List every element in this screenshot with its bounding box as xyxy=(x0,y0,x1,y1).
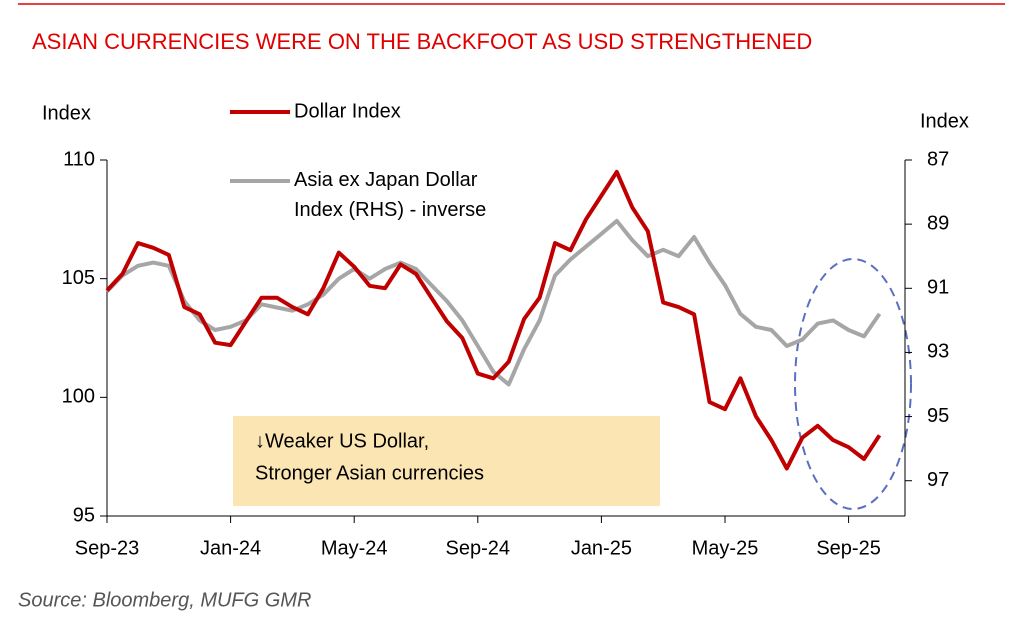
x-tick-label: Jan-25 xyxy=(571,537,632,559)
x-tick-label: May-25 xyxy=(692,537,759,559)
annotation-text: Stronger Asian currencies xyxy=(255,462,484,484)
annotation-text: ↓Weaker US Dollar, xyxy=(255,430,429,452)
annotation-box xyxy=(233,416,660,506)
y2-tick-label: 87 xyxy=(927,148,949,170)
x-tick-label: Sep-25 xyxy=(816,537,881,559)
legend-label: Dollar Index xyxy=(294,100,401,122)
y2-tick-label: 91 xyxy=(927,277,949,299)
chart-title: ASIAN CURRENCIES WERE ON THE BACKFOOT AS… xyxy=(32,29,812,54)
series-line xyxy=(105,169,882,471)
highlight-ellipse xyxy=(794,258,912,510)
legend-label: Asia ex Japan Dollar Index (RHS) - invers… xyxy=(294,169,486,221)
x-tick-label: May-24 xyxy=(321,537,388,559)
y-tick-label: 105 xyxy=(62,267,95,289)
y-tick-label: 95 xyxy=(73,504,95,526)
y-tick-label: 100 xyxy=(62,386,95,408)
y2-tick-label: 93 xyxy=(927,341,949,363)
x-tick-label: Jan-24 xyxy=(200,537,261,559)
y2-axis-label: Index xyxy=(920,110,969,132)
source-note: Source: Bloomberg, MUFG GMR xyxy=(18,589,311,611)
y-tick-label: 110 xyxy=(63,148,95,170)
series-line xyxy=(105,218,882,387)
x-tick-label: Sep-23 xyxy=(75,537,140,559)
y2-tick-label: 89 xyxy=(927,212,949,234)
x-tick-label: Sep-24 xyxy=(446,537,511,559)
y2-tick-label: 95 xyxy=(927,405,949,427)
y2-tick-label: 97 xyxy=(927,469,949,491)
y-axis-label: Index xyxy=(42,102,91,124)
